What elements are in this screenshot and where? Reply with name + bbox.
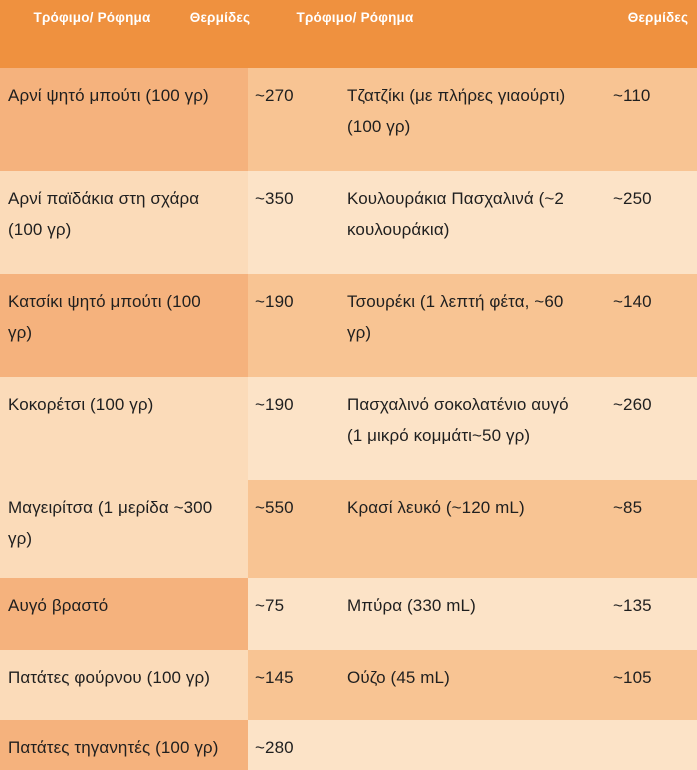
calories-cell: ~75 bbox=[248, 578, 337, 650]
calories-cell: ~140 bbox=[603, 274, 697, 377]
calories-cell: ~145 bbox=[248, 650, 337, 720]
food-cell: Πασχαλινό σοκολατένιο αυγό (1 μικρό κομμ… bbox=[337, 377, 603, 480]
food-cell: Ούζο (45 mL) bbox=[337, 650, 603, 720]
table-row: Μαγειρίτσα (1 μερίδα ~300 γρ) ~550 Κρασί… bbox=[0, 480, 697, 578]
calories-cell: ~85 bbox=[603, 480, 697, 578]
food-cell: Τσουρέκι (1 λεπτή φέτα, ~60 γρ) bbox=[337, 274, 603, 377]
food-cell bbox=[337, 720, 603, 770]
calories-cell: ~105 bbox=[603, 650, 697, 720]
food-cell: Μαγειρίτσα (1 μερίδα ~300 γρ) bbox=[0, 480, 248, 578]
food-cell: Αρνί ψητό μπούτι (100 γρ) bbox=[0, 68, 248, 171]
header-food-right-label: Τρόφιμο/ Ρόφημα bbox=[296, 10, 414, 25]
food-cell: Αρνί παϊδάκια στη σχάρα (100 γρ) bbox=[0, 171, 248, 274]
food-cell: Μπύρα (330 mL) bbox=[337, 578, 603, 650]
calories-cell: ~550 bbox=[248, 480, 337, 578]
header-food-left-label: Τρόφιμο/ Ρόφημα bbox=[33, 10, 151, 25]
calories-cell: ~260 bbox=[603, 377, 697, 480]
table-header-row: Τρόφιμο/ Ρόφημα Θερμίδες Τρόφιμο/ Ρόφημα… bbox=[0, 0, 697, 68]
food-cell: Πατάτες φούρνου (100 γρ) bbox=[0, 650, 248, 720]
calories-cell: ~190 bbox=[248, 274, 337, 377]
food-cell: Τζατζίκι (με πλήρες γιαούρτι) (100 γρ) bbox=[337, 68, 603, 171]
header-calories-left-label: Θερμίδες bbox=[189, 10, 251, 25]
food-cell: Αυγό βραστό bbox=[0, 578, 248, 650]
calories-cell: ~190 bbox=[248, 377, 337, 480]
table-row: Κοκορέτσι (100 γρ) ~190 Πασχαλινό σοκολα… bbox=[0, 377, 697, 480]
food-cell: Κοκορέτσι (100 γρ) bbox=[0, 377, 248, 480]
calories-cell: ~350 bbox=[248, 171, 337, 274]
table-row: Αρνί ψητό μπούτι (100 γρ) ~270 Τζατζίκι … bbox=[0, 68, 697, 171]
table-row: Πατάτες τηγανητές (100 γρ) ~280 bbox=[0, 720, 697, 770]
food-cell: Κατσίκι ψητό μπούτι (100 γρ) bbox=[0, 274, 248, 377]
table-row: Πατάτες φούρνου (100 γρ) ~145 Ούζο (45 m… bbox=[0, 650, 697, 720]
food-cell: Κρασί λευκό (~120 mL) bbox=[337, 480, 603, 578]
food-cell: Κουλουράκια Πασχαλινά (~2 κουλουράκια) bbox=[337, 171, 603, 274]
table-row: Αρνί παϊδάκια στη σχάρα (100 γρ) ~350 Κο… bbox=[0, 171, 697, 274]
header-calories-right-label: Θερμίδες bbox=[627, 10, 689, 25]
calories-cell: ~280 bbox=[248, 720, 337, 770]
calories-cell: ~135 bbox=[603, 578, 697, 650]
table-row: Αυγό βραστό ~75 Μπύρα (330 mL) ~135 bbox=[0, 578, 697, 650]
calories-cell: ~110 bbox=[603, 68, 697, 171]
food-cell: Πατάτες τηγανητές (100 γρ) bbox=[0, 720, 248, 770]
table-row: Κατσίκι ψητό μπούτι (100 γρ) ~190 Τσουρέ… bbox=[0, 274, 697, 377]
calories-cell bbox=[603, 720, 697, 770]
calories-cell: ~250 bbox=[603, 171, 697, 274]
calories-cell: ~270 bbox=[248, 68, 337, 171]
